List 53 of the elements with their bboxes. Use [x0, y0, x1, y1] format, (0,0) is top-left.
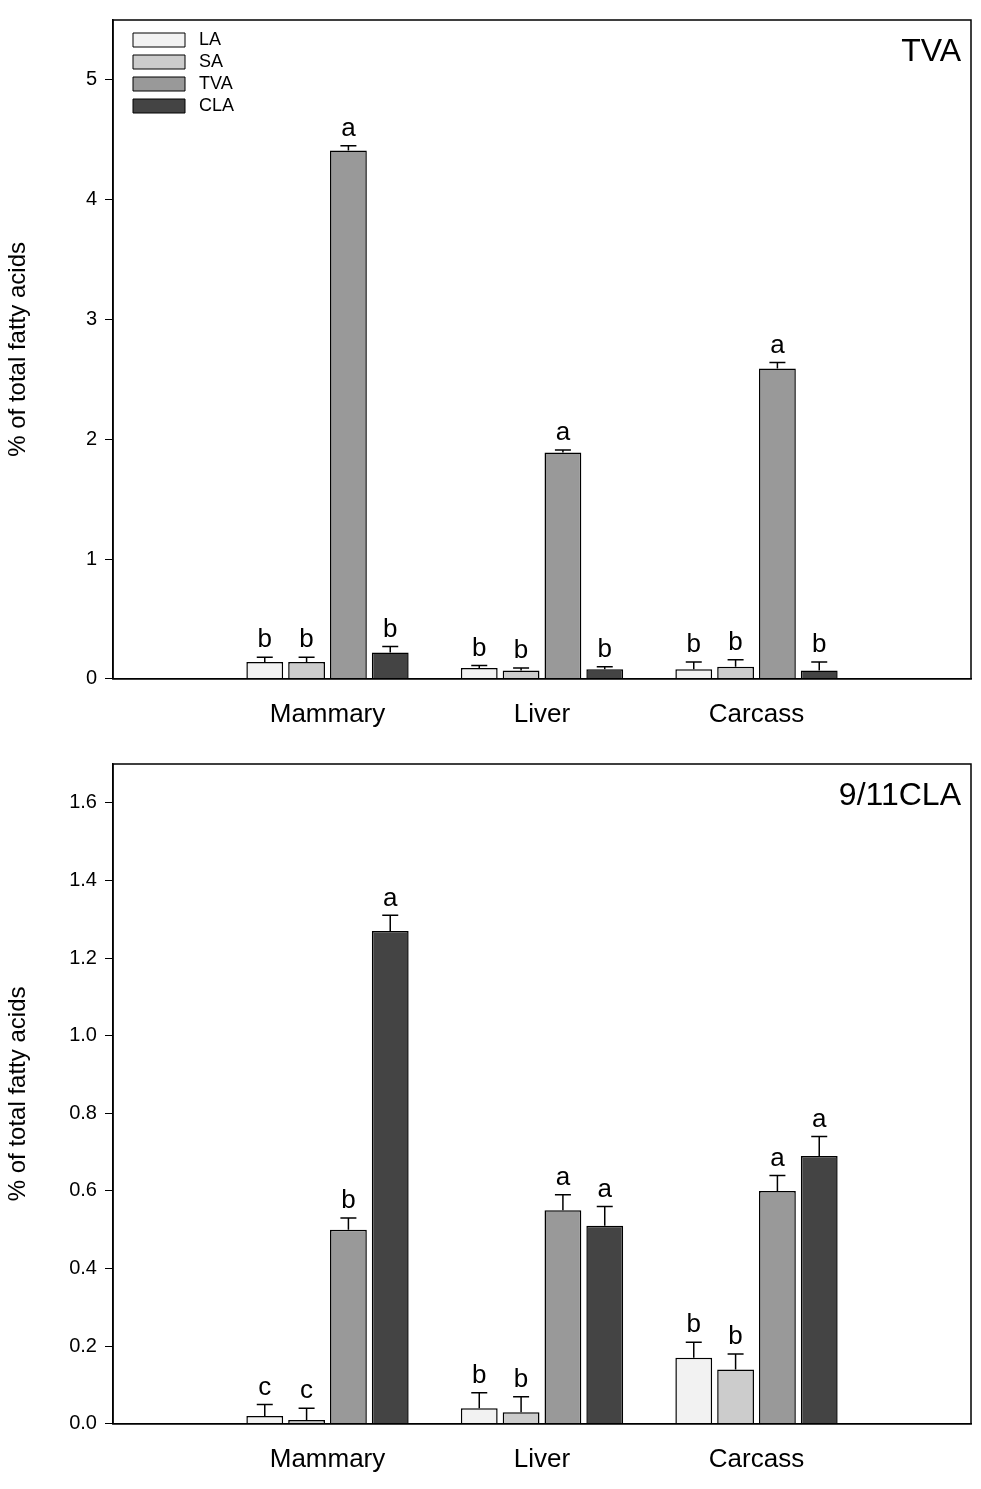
data-label: c: [300, 1374, 314, 1405]
y-tick-label: 0.8: [69, 1100, 97, 1123]
data-label: b: [597, 632, 612, 663]
y-tick-label: 0.4: [69, 1256, 97, 1279]
y-tick-label: 0.2: [69, 1333, 97, 1356]
x-tick-label: Carcass: [708, 1442, 805, 1473]
y-tick-label: 1.0: [69, 1023, 97, 1046]
y-tick-label: 1.2: [69, 945, 97, 968]
data-label: b: [513, 634, 529, 665]
legend-label: TVA: [199, 72, 233, 93]
y-tick-label: 0: [85, 666, 97, 689]
x-tick-label: Carcass: [708, 697, 805, 728]
data-label: a: [597, 1172, 613, 1203]
x-tick-label: Liver: [513, 697, 571, 728]
y-tick-label: 5: [85, 67, 97, 90]
data-label: a: [770, 1141, 786, 1172]
y-tick-label: 4: [85, 187, 97, 210]
x-tick-label: Mammary: [269, 1442, 386, 1473]
data-label: a: [812, 1102, 828, 1133]
chart-title: 9/11CLA: [838, 775, 962, 812]
y-tick-label: 3: [85, 306, 97, 329]
data-label: b: [472, 631, 487, 662]
y-tick-label: 0.0: [69, 1411, 97, 1434]
x-tick-label: Liver: [513, 1442, 571, 1473]
data-label: a: [383, 881, 399, 912]
data-label: b: [812, 628, 827, 659]
data-label: a: [555, 416, 571, 447]
chart-title: TVA: [901, 31, 962, 68]
data-label: b: [257, 623, 272, 654]
y-tick-label: 2: [85, 426, 97, 449]
data-label: b: [686, 628, 701, 659]
y-tick-label: 1.4: [69, 867, 97, 890]
y-tick-label: 0.6: [69, 1178, 97, 1201]
y-tick-label: 1.6: [69, 790, 97, 813]
y-axis-title: % of total fatty acids: [3, 242, 31, 457]
data-label: b: [299, 623, 314, 654]
data-label: b: [341, 1184, 356, 1215]
data-label: b: [513, 1362, 529, 1393]
y-tick-label: 1: [85, 546, 97, 569]
data-label: b: [686, 1308, 701, 1339]
y-axis-title: % of total fatty acids: [3, 986, 31, 1202]
data-label: a: [341, 111, 357, 142]
data-label: b: [472, 1358, 487, 1389]
data-label: a: [555, 1160, 571, 1191]
legend-label: SA: [199, 50, 224, 71]
x-tick-label: Mammary: [269, 697, 386, 728]
data-label: c: [258, 1370, 272, 1401]
legend-label: LA: [199, 28, 222, 49]
data-label: a: [770, 328, 786, 359]
data-label: b: [383, 612, 398, 643]
legend-label: CLA: [199, 94, 235, 115]
data-label: b: [728, 625, 743, 656]
data-label: b: [728, 1320, 743, 1351]
